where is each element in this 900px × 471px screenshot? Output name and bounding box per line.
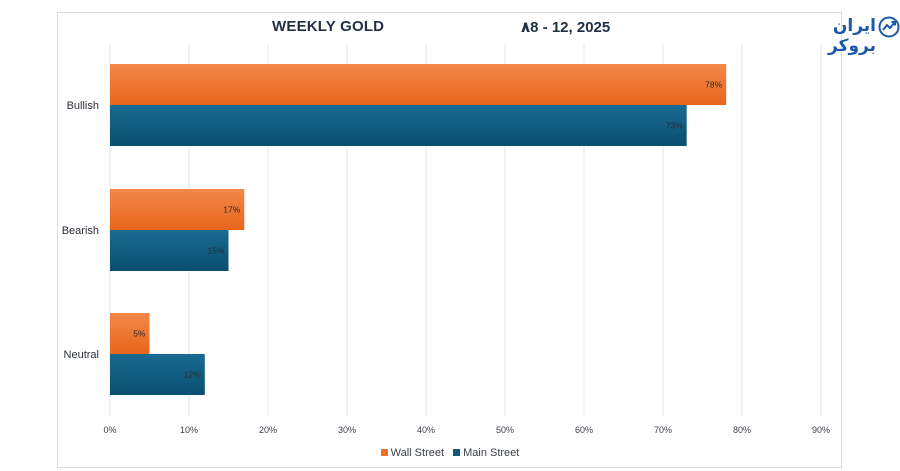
x-tick-label: 20% bbox=[259, 425, 277, 435]
trend-chart-icon bbox=[878, 16, 900, 38]
bar-wall-street-neutral bbox=[110, 313, 150, 354]
brand-logo: ایران بروکر bbox=[394, 14, 900, 56]
x-tick-label: 0% bbox=[103, 425, 116, 435]
data-label-main-street-bearish: 15% bbox=[207, 246, 224, 256]
x-tick-label: 50% bbox=[496, 425, 514, 435]
legend-label-main-street: Main Street bbox=[463, 447, 520, 459]
x-tick-label: 30% bbox=[338, 425, 356, 435]
bar-main-street-bullish bbox=[110, 105, 687, 146]
x-tick-label: 80% bbox=[733, 425, 751, 435]
x-tick-label: 90% bbox=[812, 425, 830, 435]
chart-title-bar: WEEKLY GOLD ایران بروکر ۸8 - 12, 2025 bbox=[0, 14, 900, 56]
chart-title: WEEKLY GOLD bbox=[272, 18, 385, 35]
legend-swatch-main-street bbox=[453, 449, 461, 456]
legend-item-wall-street: Wall Street bbox=[380, 447, 445, 459]
legend-item-main-street: Main Street bbox=[453, 447, 519, 459]
data-label-main-street-bullish: 73% bbox=[666, 121, 683, 131]
bar-main-street-neutral bbox=[110, 354, 205, 395]
chart-legend: Wall Street Main Street bbox=[0, 447, 900, 459]
legend-swatch-wall-street bbox=[380, 449, 388, 456]
bar-wall-street-bullish bbox=[110, 64, 727, 105]
category-label-neutral: Neutral bbox=[64, 349, 99, 361]
brand-name: ایران بروکر bbox=[828, 16, 876, 56]
data-label-wall-street-bullish: 78% bbox=[705, 80, 722, 90]
x-tick-label: 10% bbox=[180, 425, 198, 435]
data-label-wall-street-bearish: 17% bbox=[223, 205, 240, 215]
category-label-bearish: Bearish bbox=[62, 225, 99, 237]
category-label-bullish: Bullish bbox=[67, 100, 99, 112]
data-label-main-street-neutral: 12% bbox=[184, 370, 201, 380]
chart-date-range: ۸8 - 12, 2025 bbox=[521, 19, 611, 36]
x-tick-label: 60% bbox=[575, 425, 593, 435]
x-tick-label: 40% bbox=[417, 425, 435, 435]
legend-label-wall-street: Wall Street bbox=[390, 447, 445, 459]
bar-wall-street-bearish bbox=[110, 189, 245, 230]
data-label-wall-street-neutral: 5% bbox=[133, 329, 146, 339]
bar-main-street-bearish bbox=[110, 230, 229, 271]
x-tick-label: 70% bbox=[654, 425, 672, 435]
